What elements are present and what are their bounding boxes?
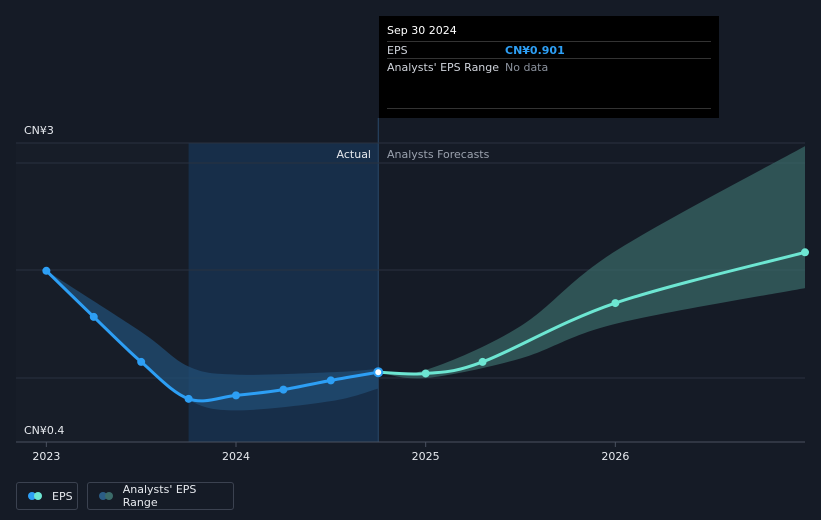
tooltip-eps-value: CN¥0.901 — [505, 44, 565, 57]
x-axis-ticks: 2023 2024 2025 2026 — [32, 442, 629, 463]
tooltip-range-label: Analysts' EPS Range — [387, 61, 500, 74]
x-tick-label-3: 2026 — [601, 450, 629, 463]
eps-actual-point-4 — [232, 391, 241, 400]
eps-actual-point-2 — [137, 357, 146, 366]
eps-actual-point-1 — [89, 312, 98, 321]
actual-past-region — [16, 143, 189, 442]
x-tick-label-2: 2025 — [412, 450, 440, 463]
tooltip-range-value: No data — [505, 61, 549, 74]
range-legend-icon — [99, 491, 115, 501]
eps-forecast-point-1 — [478, 357, 487, 366]
eps-actual-point-6 — [326, 376, 335, 385]
eps-actual-point-3 — [184, 394, 193, 403]
tooltip-divider — [387, 108, 711, 109]
eps-forecast-point-0 — [421, 369, 430, 378]
tooltip-row-eps: EPS CN¥0.901 — [387, 41, 711, 58]
tooltip-row-range: Analysts' EPS Range No data — [387, 58, 711, 75]
y-axis-bottom-label: CN¥0.4 — [24, 424, 64, 437]
forecast-eps-range-band — [378, 146, 805, 379]
chart-regions — [16, 118, 379, 442]
x-tick-label-0: 2023 — [32, 450, 60, 463]
chart-labels: CN¥3 CN¥0.4 Actual Analysts Forecasts — [24, 124, 490, 437]
legend-range-button[interactable]: Analysts' EPS Range — [87, 482, 234, 510]
x-tick-label-1: 2024 — [222, 450, 250, 463]
eps-forecast-point-2 — [611, 299, 620, 308]
eps-actual-point-0 — [42, 266, 51, 275]
legend-eps-button[interactable]: EPS — [16, 482, 78, 510]
eps-legend-icon — [28, 491, 44, 501]
tooltip: Sep 30 2024 EPS CN¥0.901 Analysts' EPS R… — [379, 16, 719, 118]
legend-range-label: Analysts' EPS Range — [122, 483, 197, 509]
eps-actual-point-5 — [279, 385, 288, 394]
y-axis-top-label: CN¥3 — [24, 124, 54, 137]
eps-range-bands — [46, 146, 805, 411]
legend-eps-label: EPS — [52, 489, 73, 503]
actual-eps-range-band — [46, 270, 379, 411]
forecast-section-label: Analysts Forecasts — [387, 148, 490, 161]
eps-points — [42, 248, 809, 403]
eps-forecast-point-3 — [801, 248, 809, 257]
actual-section-label: Actual — [337, 148, 371, 161]
tooltip-eps-label: EPS — [387, 44, 408, 57]
eps-selected-point — [373, 367, 384, 378]
tooltip-date: Sep 30 2024 — [387, 24, 457, 37]
